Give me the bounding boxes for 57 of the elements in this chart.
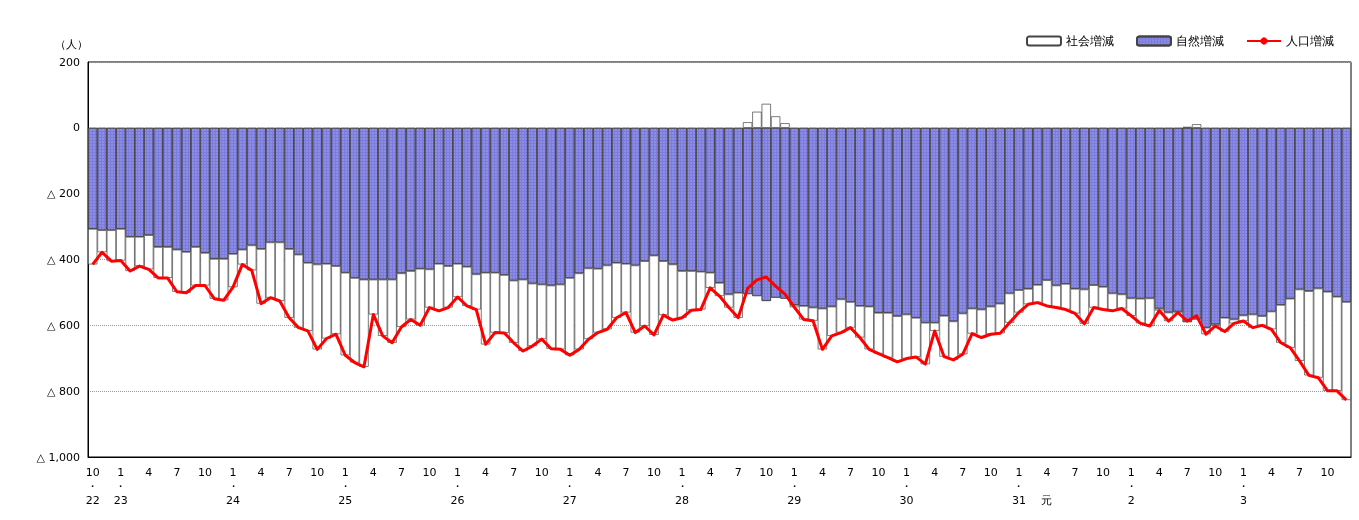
y-tick-label: △ 800: [47, 384, 80, 398]
legend-label: 人口増減: [1286, 34, 1334, 48]
x-tick-label: 4: [1155, 465, 1163, 479]
y-tick-label: △ 1,000: [36, 450, 80, 464]
x-tick-label: 7: [397, 465, 405, 479]
legend-label: 自然増減: [1176, 34, 1224, 48]
x-tick-label: 10: [534, 465, 549, 479]
y-tick-label: △ 600: [47, 318, 80, 332]
y-axis-title: （人）: [55, 38, 88, 51]
y-tick-label: 200: [59, 55, 80, 69]
x-tick-label: 10: [1096, 465, 1111, 479]
x-tick-label: 10: [871, 465, 886, 479]
x-tick-label: 4: [818, 465, 826, 479]
category-label: 4 元: [1041, 465, 1053, 507]
x-tick-label: 10 ・ 22: [85, 465, 100, 507]
x-tick-label: 1 ・ 31: [1011, 465, 1026, 507]
x-tick-label: 1 ・ 23: [113, 465, 128, 507]
x-tick-label: 1 ・ 29: [787, 465, 802, 507]
y-tick-label: △ 200: [47, 187, 80, 201]
x-tick-label: 10: [1320, 465, 1335, 479]
x-tick-label: 4: [706, 465, 714, 479]
x-tick-label: 10: [197, 465, 212, 479]
x-tick-label: 4: [257, 465, 265, 479]
x-tick-label: 7: [1296, 465, 1304, 479]
x-tick-label: 1 ・ 26: [450, 465, 465, 507]
x-tick-label: 7: [1183, 465, 1191, 479]
x-tick-label: 4: [931, 465, 939, 479]
x-tick-label: 4: [482, 465, 490, 479]
x-tick-label: 1 ・ 24: [226, 465, 241, 507]
x-tick-label: 1 ・ 27: [562, 465, 577, 507]
x-tick-label: 7: [622, 465, 630, 479]
x-tick-label: 1 ・ 2: [1125, 465, 1137, 507]
x-tick-label: 7: [173, 465, 181, 479]
x-tick-label: 7: [285, 465, 293, 479]
x-tick-label: 4: [145, 465, 153, 479]
x-tick-label: 7: [510, 465, 518, 479]
x-tick-label: 10: [759, 465, 774, 479]
x-tick-label: 1 ・ 3: [1237, 465, 1249, 507]
x-tick-label: 10: [983, 465, 998, 479]
x-tick-label: 1 ・ 30: [899, 465, 914, 507]
x-tick-label: 4: [594, 465, 602, 479]
line-series: [91, 250, 1348, 402]
x-tick-label: 1 ・ 25: [338, 465, 353, 507]
x-tick-label: 7: [959, 465, 967, 479]
x-tick-label: 10: [422, 465, 437, 479]
x-tick-label: 10: [310, 465, 325, 479]
x-tick-label: 4: [1267, 465, 1275, 479]
x-tick-label: 1 ・ 28: [675, 465, 690, 507]
x-tick-label: 7: [1071, 465, 1079, 479]
y-tick-label: △ 400: [47, 253, 80, 266]
x-tick-label: 10: [647, 465, 662, 479]
legend-label: 社会増減: [1066, 34, 1114, 48]
x-tick-label: 7: [734, 465, 742, 479]
x-tick-label: 10: [1208, 465, 1223, 479]
x-tick-label: 7: [846, 465, 854, 479]
x-tick-label: 4: [369, 465, 377, 479]
y-tick-label: 0: [73, 121, 80, 135]
